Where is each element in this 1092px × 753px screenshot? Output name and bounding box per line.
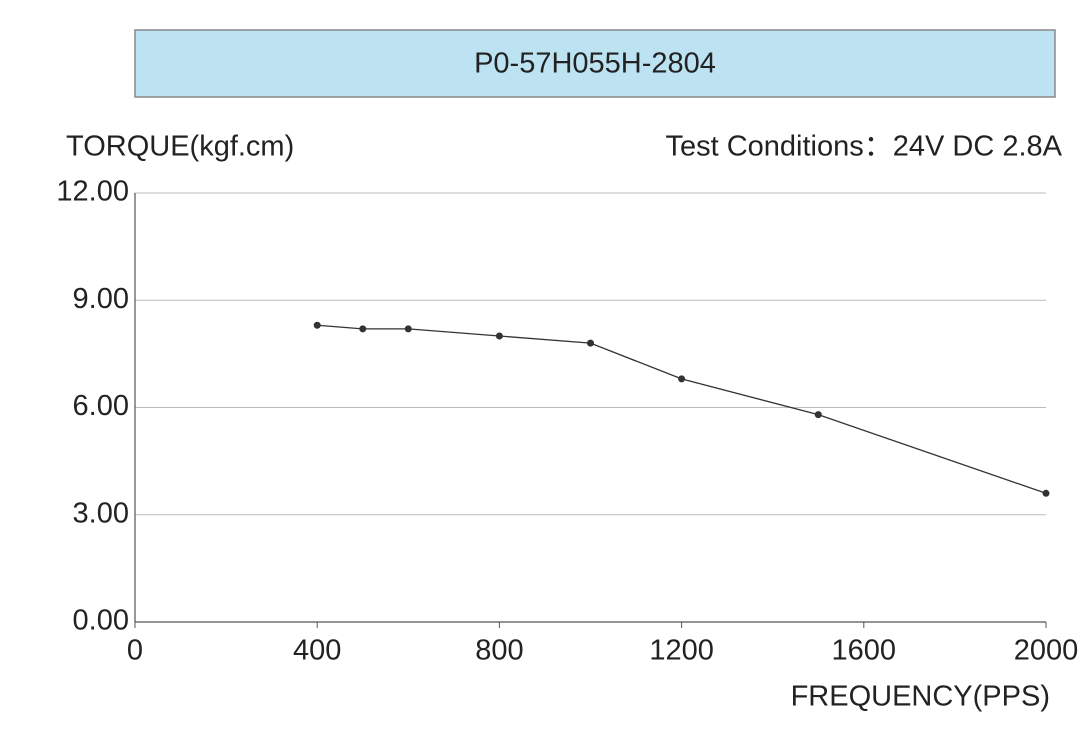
x-tick-label: 1200 — [649, 635, 714, 667]
point — [359, 325, 367, 333]
y-tick-label: 6.00 — [73, 390, 129, 422]
point — [678, 375, 686, 383]
annotation: Test Conditions：24V DC 2.8A — [665, 131, 1062, 163]
chart-title: P0-57H055H-2804 — [474, 48, 716, 80]
x-tick-label: 1600 — [832, 635, 897, 667]
y-tick-label: 9.00 — [73, 283, 129, 315]
y-tick-label: 0.00 — [73, 605, 129, 637]
title-box — [134, 29, 1056, 98]
x-tick-label: 0 — [127, 635, 143, 667]
point — [1042, 489, 1050, 497]
point — [404, 325, 412, 333]
point — [495, 332, 503, 340]
point — [587, 339, 594, 347]
y-tick-label: 3.00 — [73, 497, 129, 529]
x-tick-label: 400 — [293, 635, 341, 667]
point — [313, 321, 321, 329]
y-tick-label: 12.00 — [56, 176, 129, 208]
point — [814, 411, 822, 419]
x-tick-label: 800 — [475, 635, 523, 667]
y-axis-label: TORQUE(kgf.cm) — [66, 131, 294, 163]
line — [317, 324, 1047, 494]
x-axis-label: FREQUENCY(PPS) — [791, 681, 1050, 713]
x-tick-label: 2000 — [1014, 635, 1079, 667]
